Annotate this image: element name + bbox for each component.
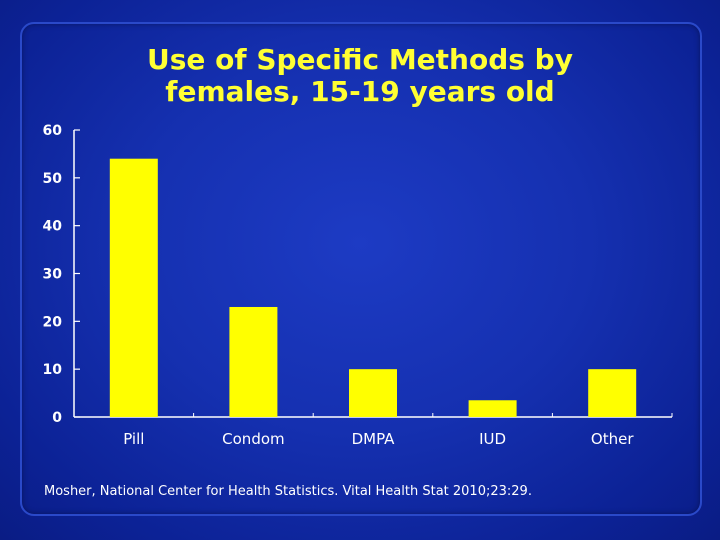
content-panel [20, 22, 702, 516]
y-tick-label: 50 [43, 171, 63, 187]
source-citation: Mosher, National Center for Health Stati… [44, 484, 532, 499]
bar-iud [468, 400, 517, 417]
bar-condom [229, 306, 278, 417]
x-category-label: Other [591, 430, 634, 448]
x-category-label: DMPA [352, 430, 396, 448]
chart-title-line2: females, 15-19 years old [165, 75, 555, 108]
bar-dmpa [349, 369, 397, 417]
y-tick-label: 40 [43, 219, 63, 235]
x-category-label: Pill [123, 430, 144, 448]
x-category-label: IUD [479, 430, 506, 448]
y-tick-label: 0 [52, 410, 62, 426]
y-tick-label: 60 [43, 123, 63, 139]
y-tick-label: 20 [43, 314, 63, 330]
chart-title-line1: Use of Specific Methods by [147, 43, 573, 76]
bar-other [588, 369, 637, 417]
x-category-label: Condom [222, 430, 284, 448]
y-tick-label: 10 [43, 362, 63, 378]
y-tick-label: 30 [43, 267, 63, 283]
bar-pill [109, 158, 158, 417]
